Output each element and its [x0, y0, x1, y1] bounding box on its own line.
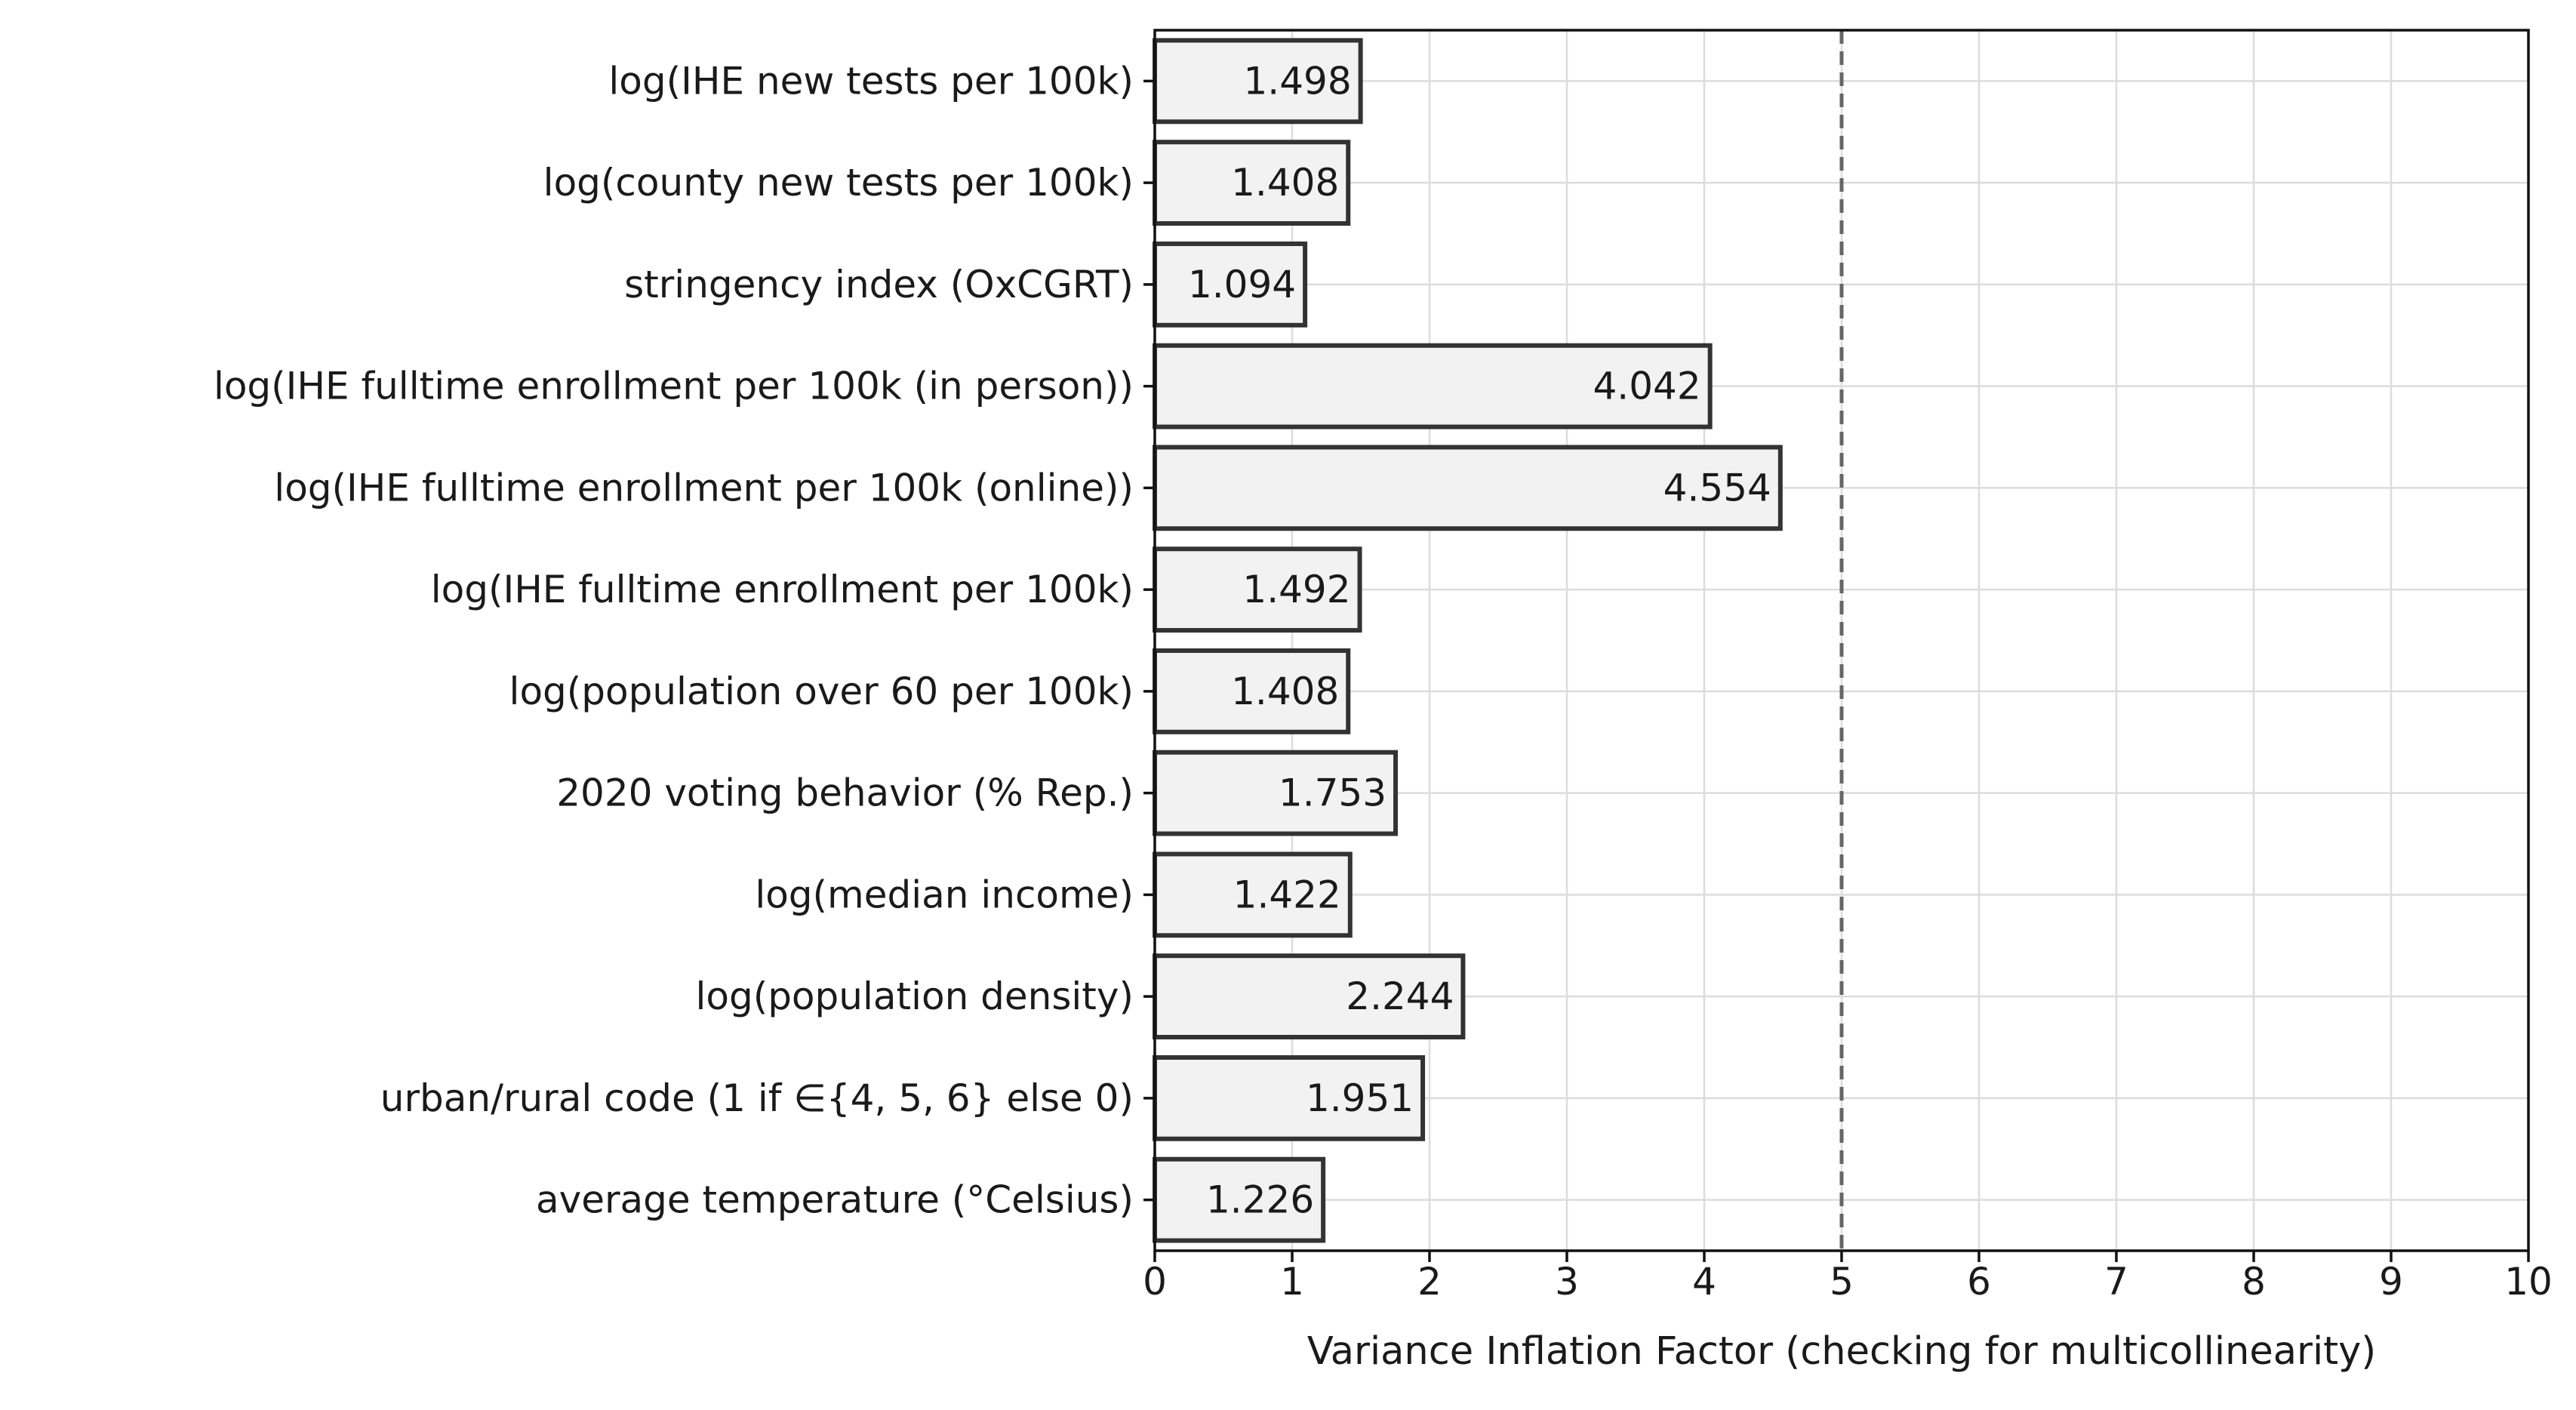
- bar-value-label: 1.408: [1231, 670, 1339, 713]
- bar-value-label: 1.951: [1306, 1076, 1414, 1120]
- category-label: log(median income): [755, 873, 1134, 916]
- x-tick-label: 6: [1967, 1260, 1991, 1304]
- x-tick-label: 3: [1555, 1260, 1579, 1304]
- category-label: log(IHE fulltime enrollment per 100k (in…: [214, 365, 1134, 408]
- category-label: log(population over 60 per 100k): [509, 670, 1134, 713]
- x-tick-label: 8: [2242, 1260, 2266, 1304]
- x-axis-label: Variance Inflation Factor (checking for …: [1307, 1329, 2376, 1374]
- category-label: 2020 voting behavior (% Rep.): [556, 771, 1134, 815]
- category-label: stringency index (OxCGRT): [624, 263, 1134, 306]
- x-tick-label: 0: [1143, 1260, 1167, 1304]
- bar-value-label: 1.422: [1233, 873, 1341, 916]
- x-tick-label: 9: [2379, 1260, 2403, 1304]
- bar-value-label: 4.042: [1593, 365, 1701, 408]
- x-tick-label: 2: [1417, 1260, 1442, 1304]
- bar-value-label: 1.094: [1188, 263, 1296, 306]
- category-label: log(IHE fulltime enrollment per 100k): [431, 568, 1134, 611]
- x-tick-label: 5: [1830, 1260, 1854, 1304]
- category-label: log(county new tests per 100k): [543, 161, 1134, 205]
- bar-value-label: 1.408: [1231, 161, 1339, 205]
- bar: [1153, 546, 1362, 633]
- bar-value-label: 2.244: [1346, 974, 1454, 1018]
- bar-value-label: 4.554: [1663, 466, 1771, 510]
- bar: [1153, 750, 1399, 836]
- category-label: urban/rural code (1 if ∈{4, 5, 6} else 0…: [380, 1076, 1134, 1120]
- bar-value-label: 1.226: [1206, 1178, 1314, 1222]
- x-tick-label: 1: [1280, 1260, 1304, 1304]
- category-label: log(population density): [695, 974, 1134, 1018]
- category-label: log(IHE fulltime enrollment per 100k (on…: [274, 466, 1134, 510]
- bar: [1153, 38, 1363, 125]
- bar: [1153, 648, 1351, 734]
- labels-layer: 1.498 log(IHE new tests per 100k) 1.408 log…: [214, 59, 2553, 1304]
- category-label: log(IHE new tests per 100k): [608, 59, 1134, 103]
- bar-value-label: 1.498: [1243, 59, 1351, 103]
- category-label: average temperature (°Celsius): [536, 1178, 1134, 1222]
- x-tick-label: 7: [2104, 1260, 2128, 1304]
- x-tick-label: 4: [1692, 1260, 1716, 1304]
- bar-value-label: 1.492: [1242, 568, 1350, 611]
- x-tick-label: 10: [2504, 1260, 2553, 1304]
- bar: [1153, 445, 1783, 531]
- bars-layer: [1153, 38, 1783, 1243]
- ticks-layer: [1143, 79, 2530, 1262]
- bar-value-label: 1.753: [1279, 771, 1386, 815]
